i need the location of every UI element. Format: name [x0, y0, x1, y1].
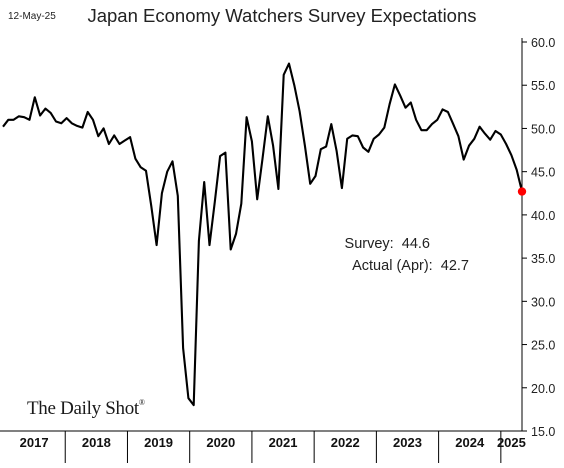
x-tick-label: 2018 — [82, 435, 111, 450]
y-tick-label: 45.0 — [531, 166, 555, 180]
brand-name: The Daily Shot — [27, 398, 139, 419]
x-tick-label: 2023 — [393, 435, 422, 450]
x-tick-label: 2025 — [497, 435, 526, 450]
x-tick-label: 2017 — [20, 435, 49, 450]
latest-value-marker — [518, 187, 526, 195]
actual-label: Actual (Apr): — [352, 258, 433, 274]
y-axis: 15.0 20.0 25.0 30.0 35.0 40.0 45.0 50.0 55.0 60.0 — [522, 36, 555, 439]
actual-value: 42.7 — [441, 258, 469, 274]
survey-value: 44.6 — [402, 236, 430, 252]
x-tick-label: 2019 — [144, 435, 173, 450]
y-tick-label: 15.0 — [531, 425, 555, 439]
y-tick-label: 55.0 — [531, 79, 555, 93]
y-tick-label: 35.0 — [531, 252, 555, 266]
x-axis: 2017 2018 2019 2020 2021 2022 2023 2024 2025 — [0, 431, 526, 463]
y-tick-label: 25.0 — [531, 339, 555, 353]
x-tick-label: 2021 — [269, 435, 298, 450]
y-tick-label: 30.0 — [531, 295, 555, 309]
series-points — [3, 64, 522, 406]
x-tick-label: 2020 — [206, 435, 235, 450]
chart-title: Japan Economy Watchers Survey Expectatio… — [0, 5, 564, 27]
y-tick-label: 20.0 — [531, 382, 555, 396]
y-tick-label: 50.0 — [531, 122, 555, 136]
brand-mark: ® — [139, 398, 145, 407]
survey-label: Survey: — [345, 236, 394, 252]
x-tick-label: 2022 — [331, 435, 360, 450]
actual-annotation: Actual (Apr): 42.7 — [269, 258, 469, 274]
y-tick-label: 60.0 — [531, 36, 555, 50]
brand-logo: The Daily Shot® — [27, 398, 145, 420]
x-tick-label: 2024 — [455, 435, 485, 450]
series-line — [3, 64, 522, 406]
y-tick-label: 40.0 — [531, 209, 555, 223]
survey-annotation: Survey: 44.6 — [230, 236, 430, 252]
